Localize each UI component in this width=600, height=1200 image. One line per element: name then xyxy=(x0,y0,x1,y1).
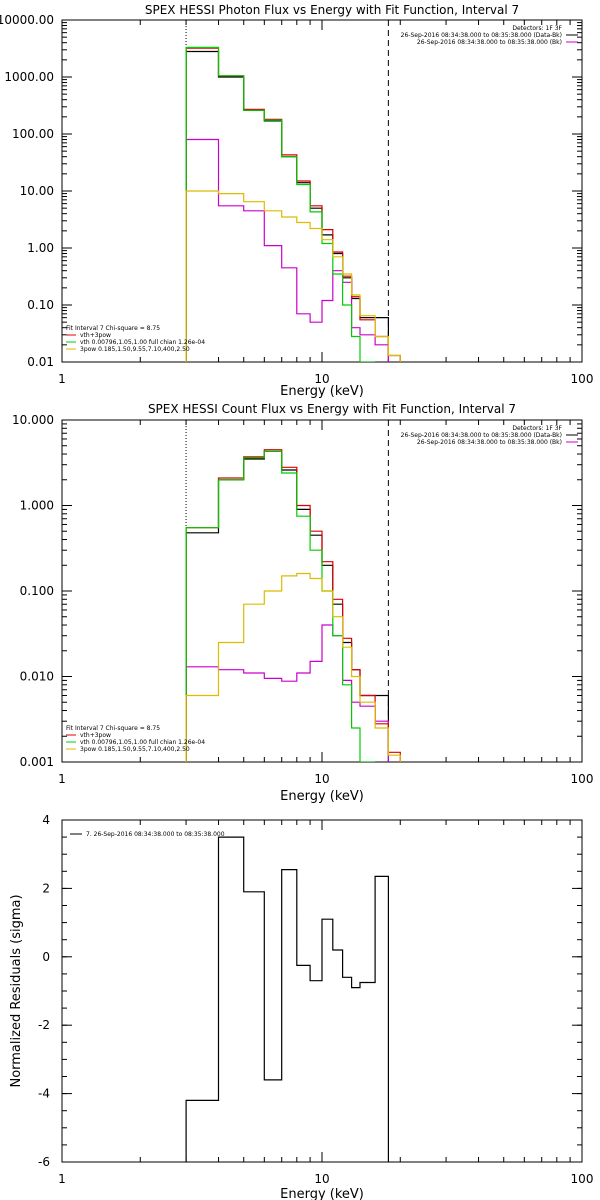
x-tick-label: 10 xyxy=(314,772,329,786)
y-tick-label: 0.100 xyxy=(20,584,54,598)
y-tick-label: 10.000 xyxy=(12,413,54,427)
y-tick-label: 0.10 xyxy=(27,298,54,312)
legend-entry: Detectors: 1F 3F xyxy=(512,425,562,432)
x-axis-label: Energy (keV) xyxy=(280,384,364,399)
y-tick-label: 1.00 xyxy=(27,241,54,255)
legend-entry: Fit Interval 7 Chi-square = 8.75 xyxy=(66,325,160,332)
legend-entry: vth+3pow xyxy=(80,732,111,739)
series-line-0 xyxy=(185,50,389,362)
legend-entry: 26-Sep-2016 08:34:38.000 to 08:35:38.000… xyxy=(401,432,562,439)
count-flux-panel: SPEX HESSI Count Flux vs Energy with Fit… xyxy=(12,402,593,804)
legend-entry: Detectors: 1F 3F xyxy=(512,25,562,32)
legend-entry: Fit Interval 7 Chi-square = 8.75 xyxy=(66,725,160,732)
series-line-0 xyxy=(185,836,389,1162)
series-line-1 xyxy=(185,138,389,362)
y-tick-label: 10000.00 xyxy=(0,13,54,27)
x-axis-label: Energy (keV) xyxy=(280,1187,364,1200)
x-tick-label: 1 xyxy=(58,1172,66,1186)
y-tick-label: 4 xyxy=(42,813,50,827)
y-tick-label: 1.000 xyxy=(20,499,54,513)
x-tick-label: 100 xyxy=(571,1172,594,1186)
residuals-panel: Energy (keV) Normalized Residuals (sigma)… xyxy=(9,813,593,1200)
legend-entry: vth 0.00796,1.05,1.00 full chian 1.26e-0… xyxy=(80,739,205,746)
y-tick-label: 0.010 xyxy=(20,670,54,684)
x-tick-label: 10 xyxy=(314,372,329,386)
x-tick-label: 1 xyxy=(58,772,66,786)
y-tick-label: 100.00 xyxy=(12,127,54,141)
y-tick-label: 10.00 xyxy=(20,184,54,198)
x-tick-label: 100 xyxy=(571,772,594,786)
y-tick-label: 0 xyxy=(42,950,50,964)
y-tick-label: -2 xyxy=(38,1018,50,1032)
y-tick-label: -4 xyxy=(38,1087,50,1101)
x-tick-label: 1 xyxy=(58,372,66,386)
legend-entry: 7. 26-Sep-2016 08:34:38.000 to 08:35:38.… xyxy=(86,831,225,838)
series-line-3 xyxy=(185,46,376,362)
x-tick-label: 10 xyxy=(314,1172,329,1186)
legend-entry: vth 0.00796,1.05,1.00 full chian 1.26e-0… xyxy=(80,339,205,346)
y-axis-label: Normalized Residuals (sigma) xyxy=(9,894,24,1087)
series-line-4 xyxy=(185,572,401,762)
x-tick-label: 100 xyxy=(571,372,594,386)
legend-entry: 26-Sep-2016 08:34:38.000 to 08:35:38.000… xyxy=(401,32,562,39)
legend-entry: vth+3pow xyxy=(80,332,111,339)
y-tick-label: 0.01 xyxy=(27,355,54,369)
legend-entry: 3pow 0.185,1.50,9.55,7.10,400,2.50 xyxy=(80,746,190,753)
plot-frame xyxy=(61,819,583,1163)
chart-title: SPEX HESSI Count Flux vs Energy with Fit… xyxy=(148,402,516,416)
y-tick-label: 2 xyxy=(42,881,50,895)
series-line-1 xyxy=(185,624,389,762)
photon-flux-panel: SPEX HESSI Photon Flux vs Energy with Fi… xyxy=(0,3,593,399)
legend-entry: 3pow 0.185,1.50,9.55,7.10,400,2.50 xyxy=(80,346,190,353)
series-line-0 xyxy=(185,450,389,762)
series-line-3 xyxy=(185,450,376,762)
legend-entry: 26-Sep-2016 08:34:38.000 to 08:35:38.000… xyxy=(417,39,562,46)
x-axis-label: Energy (keV) xyxy=(280,789,364,804)
legend-entry: 26-Sep-2016 08:34:38.000 to 08:35:38.000… xyxy=(417,439,562,446)
y-tick-label: -6 xyxy=(38,1155,50,1169)
chart-title: SPEX HESSI Photon Flux vs Energy with Fi… xyxy=(145,3,519,17)
y-tick-label: 1000.00 xyxy=(4,70,54,84)
series-line-4 xyxy=(185,190,401,362)
y-tick-label: 0.001 xyxy=(20,755,54,769)
